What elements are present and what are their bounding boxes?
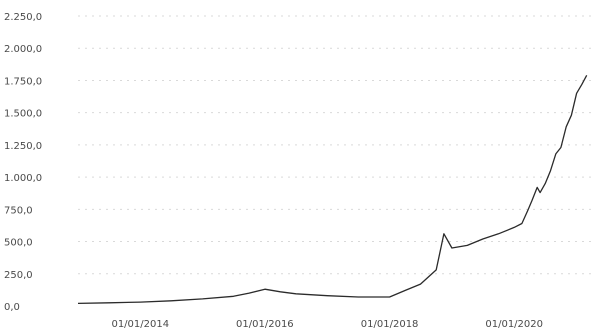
y-tick-label: 250,0	[4, 270, 33, 281]
y-tick-label: 1.000,0	[4, 173, 42, 184]
gridlines	[78, 15, 592, 275]
series-layer	[77, 74, 588, 305]
x-tick-label: 01/01/2016	[236, 319, 294, 330]
y-axis-ticks: 0,0 250,0 500,0 750,0 1.000,0 1.250,0 1.500,0 1…	[4, 12, 42, 313]
y-tick-label: 0,0	[4, 302, 20, 313]
y-tick-label: 1.750,0	[4, 76, 42, 87]
x-tick-label: 01/01/2014	[111, 319, 169, 330]
y-tick-label: 500,0	[4, 238, 33, 249]
x-tick-label: 01/01/2020	[485, 319, 543, 330]
y-tick-label: 750,0	[4, 205, 33, 216]
x-tick-label: 01/01/2018	[361, 319, 419, 330]
y-tick-label: 2.000,0	[4, 44, 42, 55]
y-tick-label: 1.500,0	[4, 109, 42, 120]
y-tick-label: 1.250,0	[4, 141, 42, 152]
x-axis-ticks: 01/01/2014 01/01/2016 01/01/2018 01/01/2020	[111, 319, 543, 330]
y-tick-label: 2.250,0	[4, 12, 42, 23]
series-line	[77, 74, 588, 305]
